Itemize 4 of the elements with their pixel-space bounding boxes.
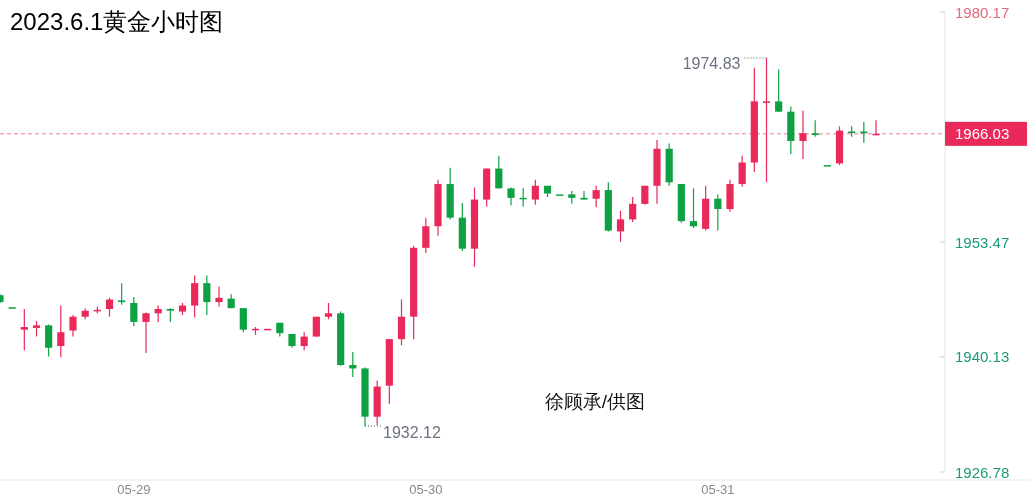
annotation: 1974.83 xyxy=(682,55,741,72)
title: 2023.6.1黄金小时图 xyxy=(10,8,224,35)
annotation: 徐顾承/供图 xyxy=(544,391,646,412)
annotation: 1932.12 xyxy=(383,424,441,441)
